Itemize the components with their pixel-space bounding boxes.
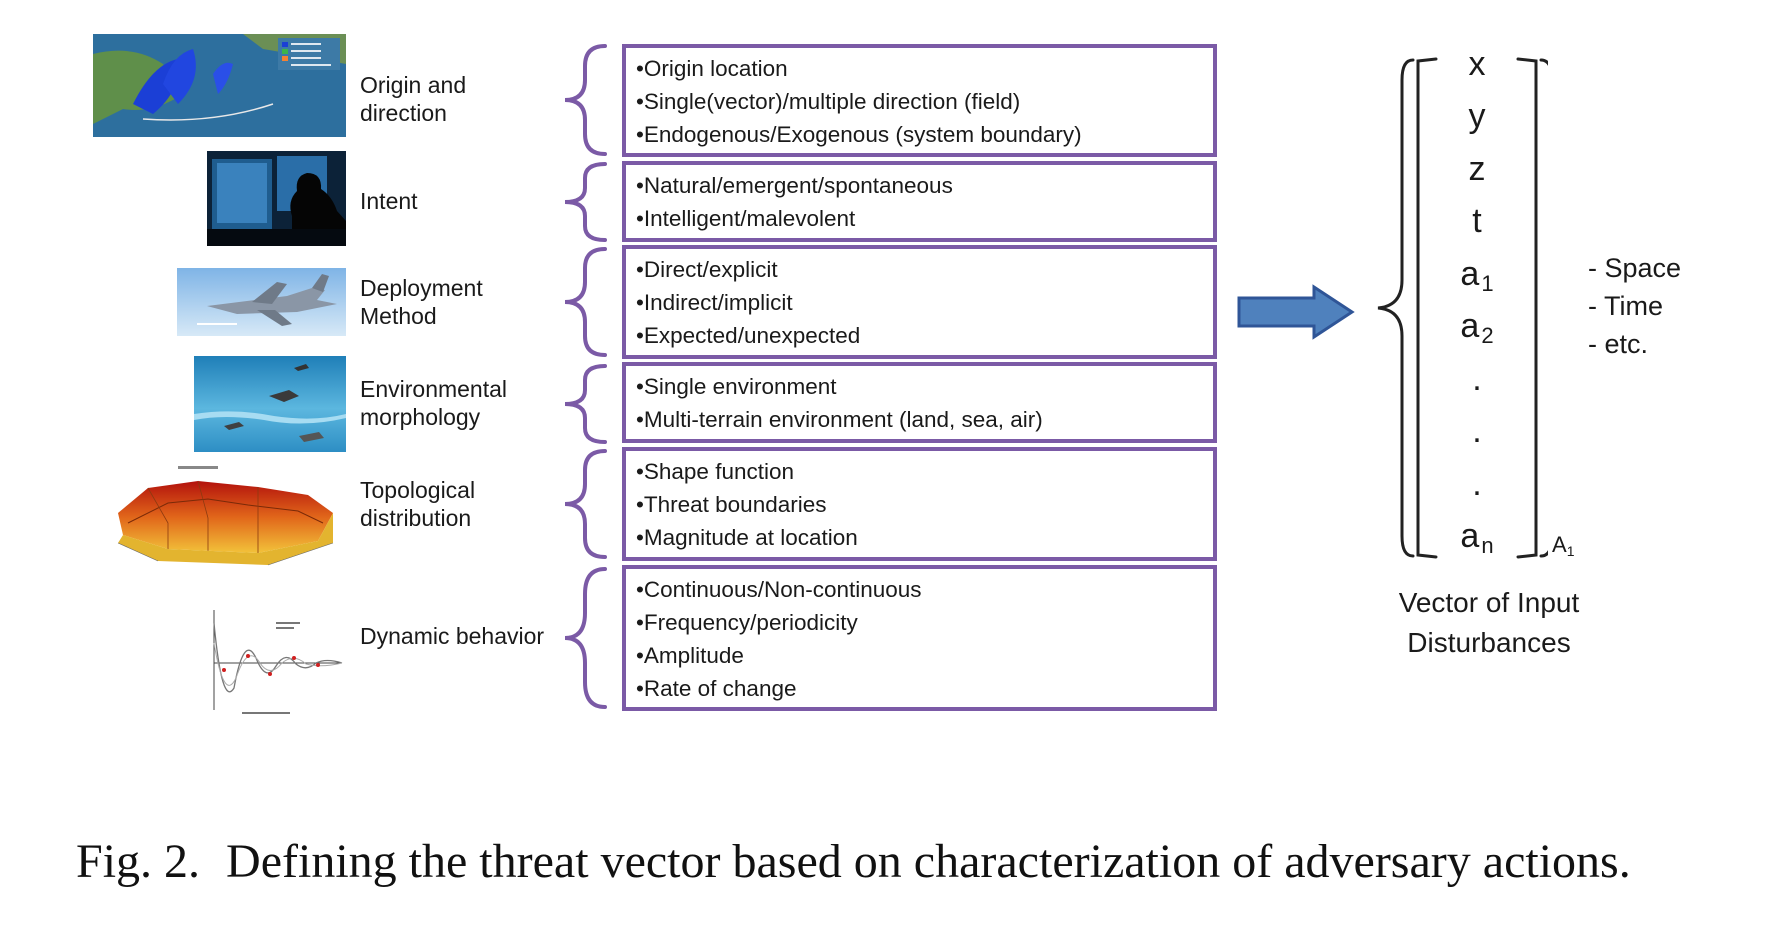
box-item: •Expected/unexpected <box>636 323 861 348</box>
box-item: •Single(vector)/multiple direction (fiel… <box>636 89 1021 114</box>
vector-element: t <box>1472 202 1482 241</box>
box-item: •Direct/explicit <box>636 257 778 282</box>
figure-caption: Fig. 2. Defining the threat vector based … <box>76 835 1748 889</box>
category-label: Intent <box>360 188 418 214</box>
box-item: •Shape function <box>636 459 794 484</box>
vector-element: . <box>1472 412 1482 451</box>
box-item: •Magnitude at location <box>636 525 858 550</box>
vector-element: y <box>1468 97 1486 136</box>
vector-element: x <box>1468 45 1486 83</box>
topological-surface-thumbnail <box>108 463 346 571</box>
category-braces <box>564 44 607 709</box>
vector-note: - Space <box>1588 253 1682 283</box>
hurricane-map-thumbnail <box>93 34 346 137</box>
box-item: •Rate of change <box>636 676 797 701</box>
box-item: •Multi-terrain environment (land, sea, a… <box>636 407 1043 432</box>
environment-morphology-thumbnail <box>194 356 346 452</box>
hacker-silhouette-thumbnail <box>207 151 346 246</box>
box-item: •Frequency/periodicity <box>636 610 858 635</box>
category-label: Deployment Method <box>360 275 483 329</box>
box-item: •Threat boundaries <box>636 492 827 517</box>
vector-element: a1 <box>1460 254 1494 296</box>
vector-note: - Time <box>1588 291 1664 321</box>
vector-name: A1 <box>1552 532 1575 559</box>
box-item: •Origin location <box>636 56 788 81</box>
category-box: •Direct/explicit •Indirect/implicit •Exp… <box>622 245 1217 359</box>
box-item: •Indirect/implicit <box>636 290 793 315</box>
caption-label: Fig. 2. <box>76 835 201 888</box>
right-arrow-icon <box>1237 284 1355 340</box>
vector-element: . <box>1472 464 1482 503</box>
fighter-jet-thumbnail <box>177 268 346 336</box>
category-box: •Single environment •Multi-terrain envir… <box>622 362 1217 443</box>
category-box: •Shape function •Threat boundaries •Magn… <box>622 447 1217 561</box>
box-item: •Natural/emergent/spontaneous <box>636 173 953 198</box>
vector-element: z <box>1468 149 1486 188</box>
damped-oscillation-thumbnail <box>206 608 346 718</box>
vector-note: - etc. <box>1588 329 1649 359</box>
box-item: •Continuous/Non-continuous <box>636 577 922 602</box>
category-box: •Continuous/Non-continuous •Frequency/pe… <box>622 565 1217 711</box>
category-label: Dynamic behavior <box>360 623 545 649</box>
category-box: •Natural/emergent/spontaneous •Intellige… <box>622 161 1217 242</box>
category-label: Origin and direction <box>360 72 467 126</box>
box-item: •Endogenous/Exogenous (system boundary) <box>636 122 1082 147</box>
vector-title: Vector of Input Disturbances <box>1398 587 1580 658</box>
caption-text: Defining the threat vector based on char… <box>226 835 1631 888</box>
category-box: •Origin location •Single(vector)/multipl… <box>622 44 1217 157</box>
vector-element: an <box>1460 517 1494 558</box>
vector-bracket <box>1377 57 1548 559</box>
vector-element: . <box>1472 359 1482 398</box>
vector-element: a2 <box>1460 307 1494 349</box>
box-item: •Intelligent/malevolent <box>636 206 856 231</box>
category-label: Topological distribution <box>360 477 476 531</box>
box-item: •Single environment <box>636 374 837 399</box>
box-item: •Amplitude <box>636 643 744 668</box>
category-label: Environmental morphology <box>360 376 508 430</box>
